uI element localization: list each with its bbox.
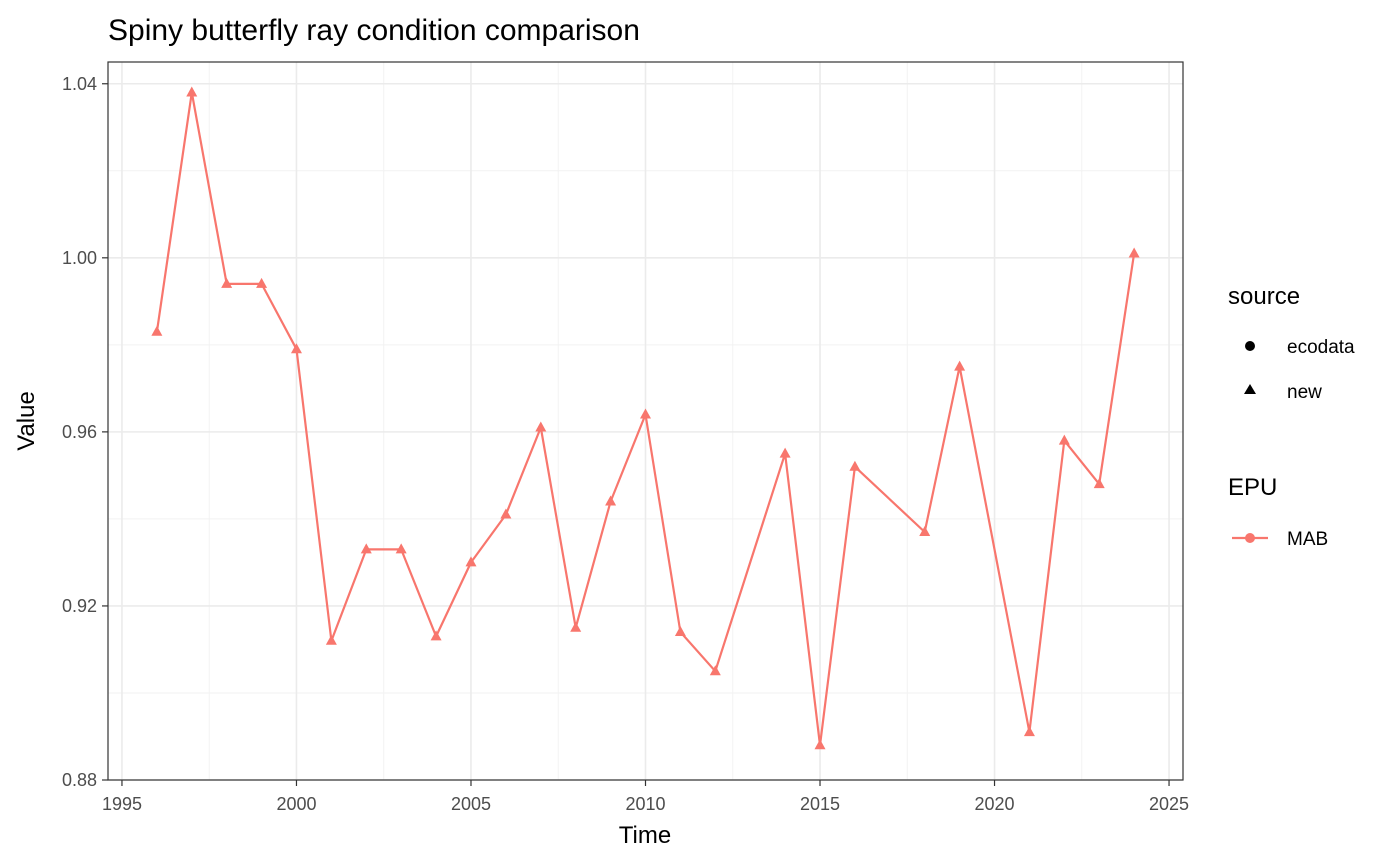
legend-epu-mab: MAB [1287, 529, 1328, 550]
data-point-2014 [779, 447, 791, 458]
data-point-1996 [151, 325, 163, 336]
y-tick-label: 1.00 [62, 248, 97, 268]
x-tick-label: 2005 [451, 794, 491, 814]
series-line-mab [155, 91, 1136, 747]
y-axis: 0.88 0.92 0.96 1.00 1.04 [62, 74, 108, 790]
data-point-2021 [1023, 726, 1035, 737]
legend-circle-key [1245, 341, 1255, 351]
data-point-2018 [919, 525, 931, 536]
y-axis-title: Value [13, 391, 40, 451]
legend-source-new: new [1287, 382, 1322, 403]
data-point-2001 [325, 634, 337, 645]
x-tick-label: 2015 [800, 794, 840, 814]
chart-title: Spiny butterfly ray condition comparison [108, 14, 640, 47]
data-point-2010 [640, 408, 651, 419]
data-point-1998 [221, 277, 233, 288]
x-tick-label: 2000 [276, 794, 316, 814]
x-axis-title: Time [619, 822, 671, 849]
data-point-2003 [395, 543, 407, 554]
series-layer [151, 86, 1140, 750]
legend-source-title: source [1228, 283, 1300, 310]
data-point-2012 [709, 665, 721, 676]
data-point-2016 [849, 460, 861, 471]
x-tick-label: 1995 [102, 794, 142, 814]
data-point-2007 [535, 421, 547, 432]
x-tick-label: 2010 [625, 794, 665, 814]
data-point-2022 [1058, 434, 1070, 445]
legend-epu-title: EPU [1228, 474, 1277, 501]
data-point-2024 [1128, 247, 1140, 258]
legend-source-ecodata: ecodata [1287, 337, 1355, 358]
data-point-2015 [814, 739, 826, 750]
data-point-2008 [570, 621, 582, 632]
y-tick-label: 0.88 [62, 770, 97, 790]
data-point-1997 [186, 86, 198, 97]
data-point-2019 [954, 360, 966, 371]
y-tick-label: 1.04 [62, 74, 97, 94]
data-point-2011 [674, 626, 686, 637]
data-point-2002 [360, 543, 372, 554]
data-point-2009 [605, 495, 617, 506]
data-point-2000 [290, 343, 302, 354]
data-point-2023 [1093, 478, 1105, 489]
data-point-2006 [500, 508, 512, 519]
data-point-2005 [465, 556, 477, 567]
y-tick-label: 0.96 [62, 422, 97, 442]
plot-panel [107, 61, 1184, 781]
legend-mab-point-key [1245, 533, 1255, 543]
x-tick-label: 2020 [975, 794, 1015, 814]
legend: source ecodata new EPU MAB [1228, 283, 1355, 550]
data-point-2004 [430, 630, 442, 641]
x-tick-label: 2025 [1149, 794, 1189, 814]
x-axis: 1995 2000 2005 2010 2015 2020 2025 [102, 780, 1189, 814]
legend-triangle-key [1244, 384, 1256, 394]
y-tick-label: 0.92 [62, 596, 97, 616]
data-point-1999 [256, 277, 268, 288]
